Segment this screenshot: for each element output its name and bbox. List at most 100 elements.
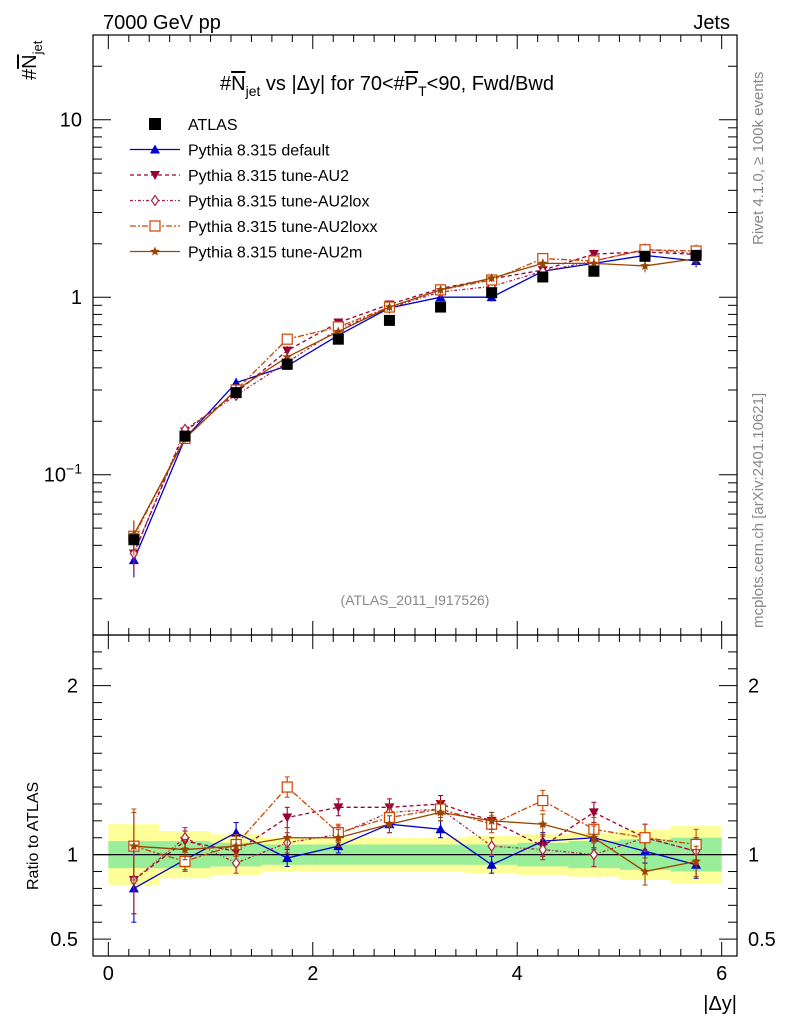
- legend-label: Pythia 8.315 tune-AU2loxx: [188, 219, 377, 236]
- marker-star: [435, 807, 446, 817]
- header-left: 7000 GeV pp: [103, 12, 221, 34]
- ylabel-n: N: [19, 54, 41, 68]
- marker-star: [691, 856, 701, 866]
- marker-square: [690, 249, 702, 261]
- y-tick-exponent: −1: [66, 461, 82, 477]
- x-tick-label: 4: [512, 963, 523, 985]
- marker-square: [128, 534, 140, 546]
- ratio-series-line: [133, 803, 697, 881]
- legend-label: ATLAS: [188, 117, 238, 134]
- marker-square: [332, 333, 344, 345]
- marker-star: [150, 246, 160, 256]
- marker-triangle-up: [150, 144, 160, 154]
- marker-triangle-down: [588, 808, 599, 818]
- marker-triangle-down: [282, 813, 293, 823]
- marker-diamond: [589, 848, 599, 861]
- legend-label: Pythia 8.315 default: [188, 143, 330, 160]
- marker-triangle-down: [588, 250, 599, 260]
- title-hash1: #: [220, 73, 232, 95]
- marker-star: [333, 832, 344, 842]
- title-n: N: [231, 73, 245, 95]
- marker-star: [538, 258, 548, 268]
- marker-star: [486, 273, 497, 283]
- marker-triangle-up: [486, 859, 497, 869]
- legend-label: Pythia 8.315 tune-AU2m: [188, 245, 362, 262]
- marker-square: [639, 250, 651, 262]
- marker-star: [640, 260, 650, 270]
- legend-label: Pythia 8.315 tune-AU2: [188, 168, 349, 185]
- marker-square: [230, 387, 242, 399]
- title-mid: vs |Δy| for 70<#: [260, 73, 405, 95]
- marker-square: [281, 358, 293, 370]
- marker-star: [589, 832, 599, 842]
- marker-square: [537, 271, 549, 283]
- main-ticks: 10 1 10−1: [44, 34, 737, 956]
- ratio-tick-label: 1: [67, 845, 78, 867]
- marker-star: [538, 819, 548, 829]
- ratio-y-axis-label: Ratio to ATLAS: [25, 782, 42, 890]
- ylabel-jet: jet: [30, 40, 45, 55]
- marker-square: [435, 301, 447, 313]
- marker-star: [384, 302, 395, 312]
- title-t: T: [418, 83, 427, 99]
- marker-diamond: [538, 843, 548, 856]
- title-jet: jet: [245, 83, 261, 99]
- marker-star: [231, 841, 241, 851]
- series-line: [133, 251, 697, 554]
- ratio-ticks: 0 2 4 6 2 2 1 1 0.5 0.5: [50, 651, 776, 985]
- marker-square: [149, 118, 161, 130]
- x-axis-label: |Δy|: [703, 993, 737, 1015]
- marker-square-open: [537, 794, 549, 807]
- marker-star: [129, 841, 139, 851]
- marker-triangle-up: [282, 853, 293, 863]
- marker-square-open: [281, 333, 293, 345]
- marker-star: [640, 866, 650, 876]
- marker-square: [486, 287, 498, 299]
- ratio-tick-label-right: 0.5: [748, 929, 776, 951]
- marker-diamond: [150, 194, 160, 207]
- legend-label: Pythia 8.315 tune-AU2lox: [188, 194, 369, 211]
- ratio-tick-label: 2: [67, 676, 78, 698]
- marker-diamond: [487, 840, 496, 853]
- title-end: <90, Fwd/Bwd: [427, 73, 554, 95]
- series-line: [133, 249, 697, 537]
- x-tick-label: 6: [716, 963, 727, 985]
- y-tick-label: 10−1: [44, 461, 82, 487]
- ratio-tick-label-right: 2: [748, 676, 759, 698]
- marker-star: [180, 844, 190, 854]
- ratio-series: [128, 776, 702, 923]
- x-tick-label: 0: [103, 963, 114, 985]
- watermark: (ATLAS_2011_I917526): [341, 592, 490, 608]
- rivet-label: Rivet 4.1.0, ≥ 100k events: [750, 72, 767, 245]
- series-line: [133, 254, 697, 561]
- marker-diamond: [231, 857, 241, 870]
- legend: ATLAS Pythia 8.315 default Pythia 8.315 tu…: [130, 117, 377, 262]
- ratio-series-line: [133, 811, 697, 873]
- ylabel-hash: #: [19, 68, 41, 80]
- header-right: Jets: [693, 12, 730, 34]
- ratio-series-line: [133, 808, 697, 881]
- marker-triangle-down: [333, 803, 344, 813]
- y-tick-base: 10: [44, 465, 66, 487]
- mcplots-label: mcplots.cern.ch [arXiv:2401.10621]: [750, 393, 767, 628]
- x-tick-label: 2: [307, 963, 318, 985]
- marker-square-open: [281, 781, 293, 793]
- main-series: [128, 243, 702, 578]
- marker-square-open: [149, 220, 161, 232]
- title-p: P: [405, 73, 418, 95]
- marker-star: [282, 832, 292, 842]
- ratio-tick-label-right: 1: [748, 845, 759, 867]
- marker-star: [384, 819, 395, 829]
- marker-star: [486, 815, 497, 825]
- series-line: [133, 257, 697, 535]
- marker-star: [333, 326, 344, 336]
- marker-triangle-down: [150, 171, 160, 180]
- marker-square: [179, 430, 191, 442]
- chart-title: #Njet vs |Δy| for 70<#PT<90, Fwd/Bwd: [220, 73, 554, 99]
- y-tick-label: 1: [71, 287, 82, 309]
- series-line: [133, 248, 697, 554]
- ratio-tick-label: 0.5: [50, 929, 78, 951]
- marker-star: [435, 284, 446, 294]
- ratio-series-line: [133, 823, 697, 889]
